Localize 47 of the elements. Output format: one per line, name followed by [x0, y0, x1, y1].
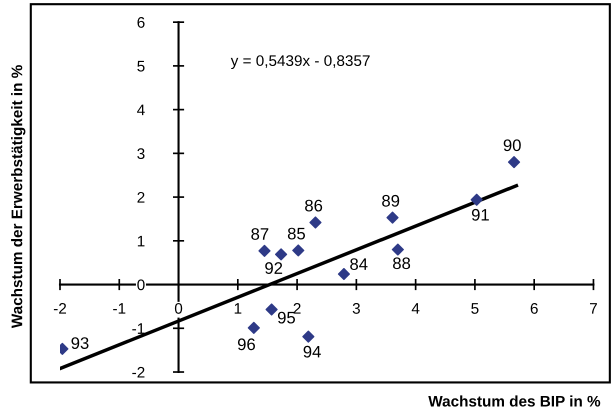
annotation: 87	[251, 228, 268, 240]
annotation: 90	[504, 139, 521, 152]
point	[266, 303, 278, 316]
point	[302, 330, 314, 343]
point	[309, 216, 322, 229]
point	[470, 194, 483, 206]
x-tick-label: 3	[352, 303, 360, 314]
y-tick-label: 5	[137, 60, 145, 72]
point	[275, 248, 288, 260]
point	[258, 244, 271, 257]
annotation: 86	[305, 200, 322, 212]
x-tick-label: 4	[412, 303, 420, 314]
x-tick-label: 7	[590, 303, 597, 314]
point	[338, 268, 350, 280]
point	[386, 212, 399, 224]
y-tick-label: 1	[138, 236, 144, 246]
x-tick-label: 2	[294, 303, 301, 314]
annotation: 89	[382, 194, 400, 207]
point	[248, 322, 260, 334]
x-tick-label: -1	[113, 303, 126, 314]
point	[508, 156, 520, 168]
y-tick-label: 4	[137, 104, 145, 116]
annotation: 95	[278, 312, 295, 324]
annotation: 85	[288, 228, 306, 240]
annotation: 88	[393, 257, 410, 270]
annotation: 93	[71, 337, 89, 350]
y-tick-label: 2	[137, 192, 144, 203]
point	[292, 244, 304, 257]
x-tick-label: -2	[54, 303, 66, 314]
x-tick-label: 6	[530, 303, 538, 314]
annotation: 94	[304, 346, 321, 358]
y-tick-label: 6	[137, 17, 145, 28]
annotation: 96	[238, 338, 255, 350]
y-tick-label: -2	[132, 366, 144, 378]
x-tick-label: 5	[471, 303, 479, 314]
y-axis-title: Wachstum der Erwerbstätigkeit in %	[11, 65, 26, 328]
annotation: 92	[265, 262, 282, 274]
annotation: 84	[350, 258, 368, 270]
y-tick-label: -1	[132, 323, 144, 334]
x-tick-label: 1	[234, 303, 242, 314]
annotation: y = 0,5439x - 0,8357	[230, 55, 370, 70]
annotation: 91	[472, 208, 489, 221]
point	[392, 243, 404, 256]
x-axis-title: Wachstum des BIP in %	[428, 395, 600, 407]
y-tick-label: 0	[137, 279, 145, 290]
y-tick-label: 3	[137, 148, 145, 160]
x-tick-label: 0	[174, 303, 182, 314]
